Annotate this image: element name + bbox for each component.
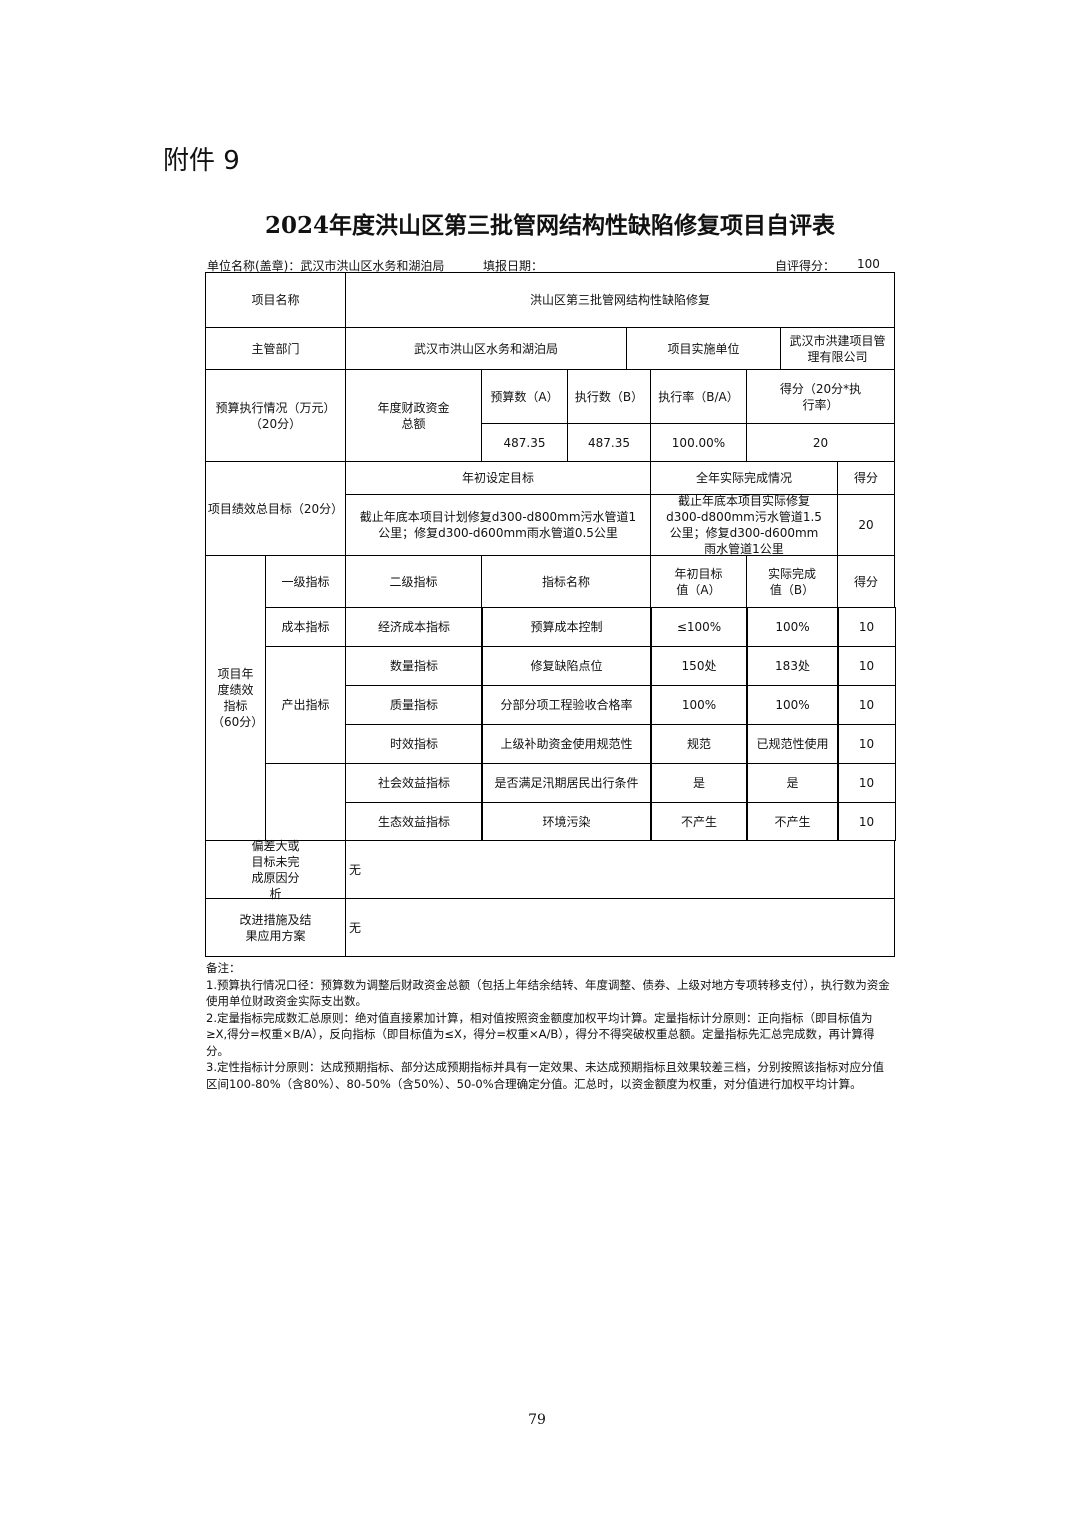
exec-value: 487.35 bbox=[567, 423, 651, 462]
target-value: 是 bbox=[650, 763, 748, 803]
target-value: 150处 bbox=[650, 646, 748, 686]
header-indicator-name: 指标名称 bbox=[481, 555, 651, 608]
deviation-label: 偏差大或目标未完成原因分析 bbox=[205, 839, 346, 901]
dept-label: 主管部门 bbox=[205, 327, 346, 370]
unit-name: 单位名称(盖章)：武汉市洪山区水务和湖泊局 bbox=[207, 259, 445, 273]
score: 10 bbox=[837, 763, 896, 803]
document-title: 2024年度洪山区第三批管网结构性缺陷修复项目自评表 bbox=[264, 212, 835, 239]
indicators-label: 项目年度绩效指标（60分） bbox=[205, 555, 266, 841]
indicator-name: 上级补助资金使用规范性 bbox=[481, 724, 652, 764]
impl-label: 项目实施单位 bbox=[626, 327, 781, 370]
level2: 质量指标 bbox=[345, 685, 483, 725]
level2: 生态效益指标 bbox=[345, 802, 483, 841]
actual-value: 是 bbox=[746, 763, 839, 803]
indicator-name: 是否满足汛期居民出行条件 bbox=[481, 763, 652, 803]
note-3: 3.定性指标计分原则：达成预期指标、部分达成预期指标并具有一定效果、未达成预期指… bbox=[206, 1060, 884, 1091]
header-target: 年初目标值（A） bbox=[650, 555, 747, 608]
score: 10 bbox=[837, 607, 896, 647]
target-value: 不产生 bbox=[650, 802, 748, 841]
target-value: 规范 bbox=[650, 724, 748, 764]
page-number: 79 bbox=[528, 1412, 546, 1428]
exec-header: 执行数（B） bbox=[567, 369, 651, 424]
actual-value: 已规范性使用 bbox=[746, 724, 839, 764]
notes: 备注： 1.预算执行情况口径：预算数为调整后财政资金总额（包括上年结余结转、年度… bbox=[206, 960, 890, 1092]
indicator-name: 分部分项工程验收合格率 bbox=[481, 685, 652, 725]
budget-score-header: 得分（20分*执行率） bbox=[746, 369, 895, 424]
level1-cost: 成本指标 bbox=[265, 607, 346, 647]
score: 10 bbox=[837, 724, 896, 764]
dept: 武汉市洪山区水务和湖泊局 bbox=[345, 327, 627, 370]
project-name-label: 项目名称 bbox=[205, 272, 346, 328]
target-value: 100% bbox=[650, 685, 748, 725]
actual-value: 100% bbox=[746, 685, 839, 725]
score: 10 bbox=[837, 685, 896, 725]
indicator-name: 预算成本控制 bbox=[481, 607, 652, 647]
fund-label: 年度财政资金总额 bbox=[345, 369, 482, 462]
rate-header: 执行率（B/A） bbox=[650, 369, 747, 424]
impl-unit: 武汉市洪建项目管理有限公司 bbox=[780, 327, 895, 370]
header-level1: 一级指标 bbox=[265, 555, 346, 608]
level2: 经济成本指标 bbox=[345, 607, 483, 647]
indicator-name: 环境污染 bbox=[481, 802, 652, 841]
level1-output: 产出指标 bbox=[265, 646, 346, 764]
goal-label: 项目绩效总目标（20分） bbox=[205, 461, 346, 556]
goal-score-header: 得分 bbox=[837, 461, 895, 495]
actual-value: 不产生 bbox=[746, 802, 839, 841]
actual-value: 183处 bbox=[746, 646, 839, 686]
header-level2: 二级指标 bbox=[345, 555, 482, 608]
actual-value: 100% bbox=[746, 607, 839, 647]
plan-text: 截止年底本项目计划修复d300-d800mm污水管道1公里；修复d300-d60… bbox=[345, 494, 651, 556]
plan-header: 年初设定目标 bbox=[345, 461, 651, 495]
budget-score: 20 bbox=[746, 423, 895, 462]
level1-effect bbox=[265, 763, 346, 841]
header-score: 得分 bbox=[837, 555, 895, 608]
level2: 社会效益指标 bbox=[345, 763, 483, 803]
deviation-value: 无 bbox=[345, 840, 895, 899]
score: 10 bbox=[837, 802, 896, 841]
budget-label: 预算执行情况（万元）（20分） bbox=[205, 369, 346, 462]
rate-value: 100.00% bbox=[650, 423, 747, 462]
note-1: 1.预算执行情况口径：预算数为调整后财政资金总额（包括上年结余结转、年度调整、债… bbox=[206, 977, 890, 1009]
project-name: 洪山区第三批管网结构性缺陷修复 bbox=[345, 272, 895, 328]
header-actual: 实际完成值（B） bbox=[746, 555, 838, 608]
target-value: ≤100% bbox=[650, 607, 748, 647]
budget-value: 487.35 bbox=[481, 423, 568, 462]
actual-text: 截止年底本项目实际修复d300-d800mm污水管道1.5公里；修复d300-d… bbox=[650, 494, 838, 556]
level2: 数量指标 bbox=[345, 646, 483, 686]
level2: 时效指标 bbox=[345, 724, 483, 764]
attachment-label: 附件 9 bbox=[163, 146, 240, 176]
improve-value: 无 bbox=[345, 898, 895, 957]
score: 10 bbox=[837, 646, 896, 686]
note-2: 2.定量指标完成数汇总原则：绝对值直接累加计算，相对值按照资金额度加权平均计算。… bbox=[206, 1010, 875, 1058]
report-date: 填报日期： bbox=[483, 259, 544, 273]
actual-header: 全年实际完成情况 bbox=[650, 461, 838, 495]
self-score-label: 自评得分： bbox=[775, 259, 836, 273]
self-score: 100 bbox=[857, 257, 880, 271]
budget-header: 预算数（A） bbox=[481, 369, 568, 424]
indicator-name: 修复缺陷点位 bbox=[481, 646, 652, 686]
notes-title: 备注： bbox=[206, 961, 241, 975]
improve-label: 改进措施及结果应用方案 bbox=[205, 898, 346, 957]
goal-score: 20 bbox=[837, 494, 895, 556]
